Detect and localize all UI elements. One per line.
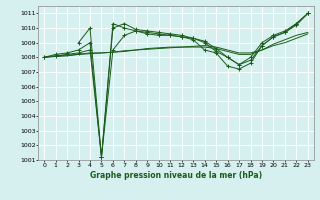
X-axis label: Graphe pression niveau de la mer (hPa): Graphe pression niveau de la mer (hPa) [90,171,262,180]
